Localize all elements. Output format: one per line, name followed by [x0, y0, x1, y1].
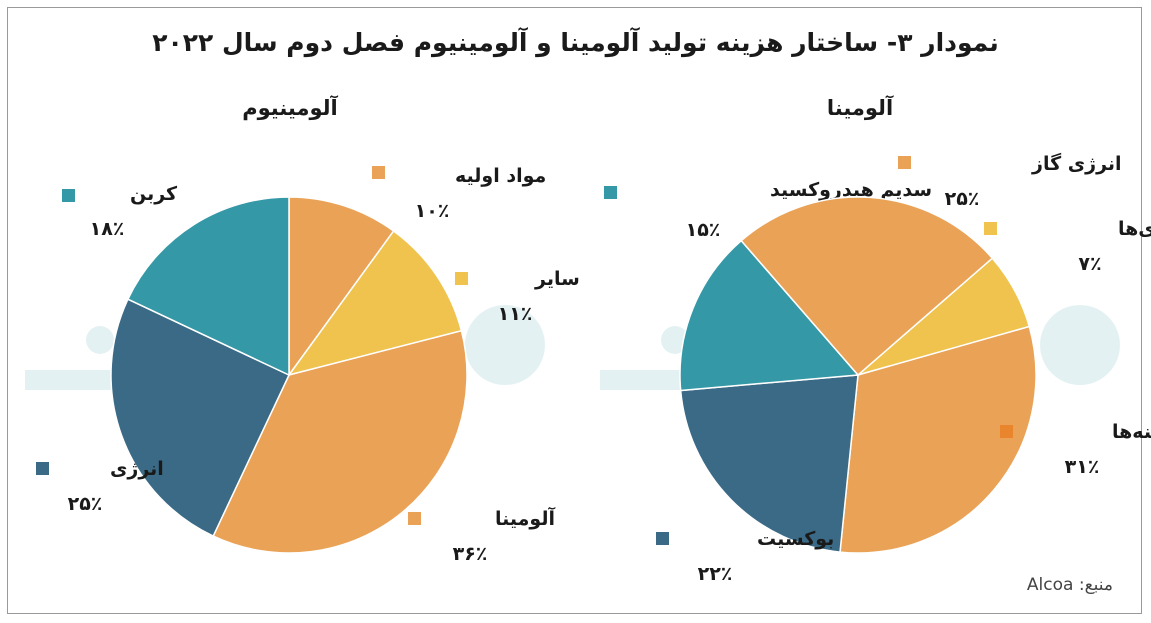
pie0-label-4: کربن — [130, 183, 178, 205]
pie0-slice-0 — [288, 196, 395, 378]
pie1-slice-2 — [679, 374, 859, 553]
pie1-legend-swatch-0 — [984, 222, 997, 235]
pie0-value-label-2: ۳۶٪ — [453, 543, 488, 565]
pie0-legend-swatch-2 — [408, 512, 421, 525]
alumina-pie-title: آلومینا — [826, 96, 894, 120]
pie0-value-label-1: ۱۱٪ — [498, 303, 533, 325]
pie1-slice-1 — [839, 325, 1037, 554]
pie0-slice-2 — [212, 329, 468, 554]
source-note: منبع: Alcoa — [1026, 575, 1113, 595]
chart-title: نمودار ۳- ساختار هزینه تولید آلومینا و آ… — [152, 28, 999, 57]
pie1-label-4: انرژی گاز — [1031, 152, 1122, 175]
pie0-legend-swatch-1 — [455, 272, 468, 285]
pie0-value-label-4: ۱۸٪ — [90, 218, 125, 240]
pie0-label-1: سایر — [534, 268, 580, 290]
aluminium-pie-title: آلومینیوم — [242, 96, 338, 120]
pie1-label-2: بوکسیت — [757, 528, 834, 550]
pie0-legend-swatch-3 — [36, 462, 49, 475]
pie1-value-label-4: ۲۵٪ — [945, 188, 980, 210]
pie1-value-label-3: ۱۵٪ — [686, 219, 721, 241]
pie0-slice-3 — [110, 298, 290, 538]
pie1-label-0: سایر انرژی‌ها — [1118, 218, 1151, 240]
pie1-legend-swatch-4 — [898, 156, 911, 169]
pie1-label-3: سدیم هیدروکسید — [770, 179, 932, 201]
pie0-slice-4 — [126, 196, 290, 377]
pie0-legend-swatch-0 — [372, 166, 385, 179]
pie0-label-0: مواد اولیه — [455, 165, 546, 187]
pie1-legend-swatch-3 — [604, 186, 617, 199]
pie0-value-label-0: ۱۰٪ — [415, 200, 450, 222]
pie1-legend-swatch-1 — [1000, 425, 1013, 438]
pie1-value-label-0: ۷٪ — [1078, 253, 1101, 275]
pie1-slice-3 — [679, 239, 860, 392]
pie1-value-label-1: ۳۱٪ — [1065, 456, 1100, 478]
pie0-legend-swatch-4 — [62, 189, 75, 202]
pie0-label-3: انرژی — [110, 458, 164, 480]
pie1-slice-4 — [740, 196, 994, 377]
pie0-value-label-3: ۲۵٪ — [68, 493, 103, 515]
pie1-legend-swatch-2 — [656, 532, 669, 545]
pie0-label-2: آلومینا — [495, 506, 555, 530]
pie1-value-label-2: ۲۲٪ — [698, 563, 733, 585]
pie1-label-1: سایر هزینه‌ها — [1112, 421, 1151, 443]
pie0-slice-1 — [287, 229, 463, 377]
